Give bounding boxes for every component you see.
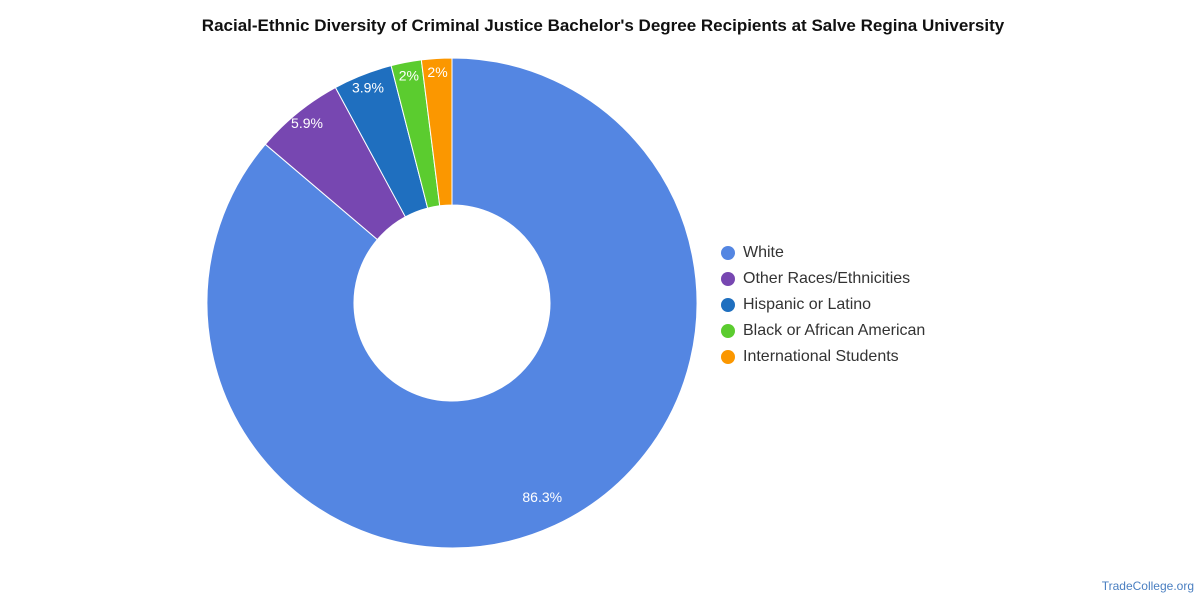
legend-swatch-black	[721, 324, 735, 338]
legend-swatch-white	[721, 246, 735, 260]
legend-item-white[interactable]: White	[721, 240, 925, 266]
legend-swatch-international	[721, 350, 735, 364]
legend-label-other-races: Other Races/Ethnicities	[743, 270, 911, 287]
legend-swatch-other-races	[721, 272, 735, 286]
legend: White Other Races/Ethnicities Hispanic o…	[721, 240, 925, 370]
legend-item-black[interactable]: Black or African American	[721, 318, 925, 344]
slice-value-label: 3.9%	[352, 79, 384, 95]
slice-value-label: 5.9%	[291, 115, 323, 131]
slice-white[interactable]	[206, 57, 698, 549]
legend-item-other-races[interactable]: Other Races/Ethnicities	[721, 266, 925, 292]
legend-swatch-hispanic	[721, 298, 735, 312]
watermark-link[interactable]: TradeCollege.org	[1101, 579, 1194, 593]
legend-label-white: White	[743, 244, 784, 261]
legend-label-black: Black or African American	[743, 322, 926, 339]
legend-label-international: International Students	[743, 348, 899, 365]
legend-label-hispanic: Hispanic or Latino	[743, 296, 872, 313]
legend-item-hispanic[interactable]: Hispanic or Latino	[721, 292, 925, 318]
slice-international-students[interactable]	[420, 57, 453, 207]
slice-value-label: 2%	[427, 64, 447, 80]
chart-title: Racial-Ethnic Diversity of Criminal Just…	[201, 16, 1005, 35]
slice-value-label: 86.3%	[522, 489, 562, 505]
legend-item-international[interactable]: International Students	[721, 344, 925, 370]
slice-value-label: 2%	[399, 67, 419, 83]
